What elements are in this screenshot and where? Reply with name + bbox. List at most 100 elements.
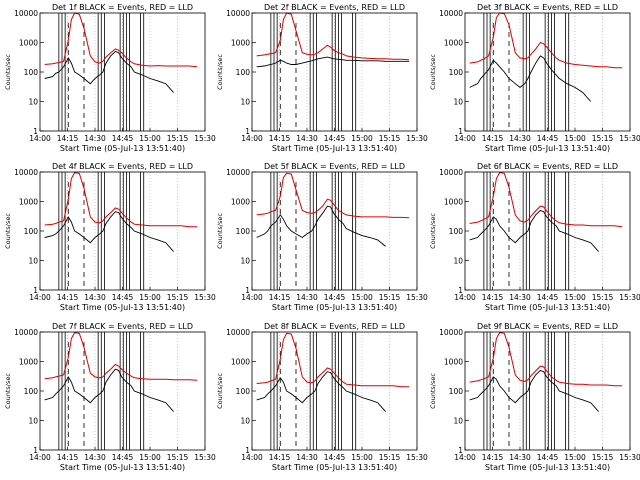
y-tick-label: 1: [458, 446, 463, 455]
plot-frame: [251, 12, 418, 132]
y-tick-label: 100: [236, 387, 251, 396]
y-tick-label: 1000: [231, 358, 250, 367]
series-events: [44, 50, 174, 93]
x-tick-label: 15:00: [139, 134, 161, 143]
y-tick-label: 100: [24, 387, 39, 396]
panel-8: 14:00 14:15 14:30 14:45 15:00 15:15 15:30 1 10 10…: [216, 322, 428, 472]
y-tick-label: 100: [236, 227, 251, 236]
panel-title: Det 3f BLACK = Events, RED = LLD: [477, 3, 618, 12]
x-tick-label: 14:15: [482, 293, 504, 302]
x-tick-label: 14:15: [57, 293, 79, 302]
panel-title: Det 5f BLACK = Events, RED = LLD: [264, 162, 405, 171]
y-axis-label: Counts/sec: [429, 373, 437, 409]
y-tick-label: 1: [245, 446, 250, 455]
series-events: [256, 371, 386, 412]
y-tick-label: 10: [453, 257, 463, 266]
y-axis-label: Counts/sec: [216, 54, 224, 90]
y-tick-label: 10: [240, 98, 250, 107]
y-tick-label: 10000: [439, 168, 463, 177]
x-tick-label: 14:45: [112, 134, 134, 143]
x-tick-label: 15:00: [564, 134, 586, 143]
x-tick-label: 14:00: [29, 134, 51, 143]
x-tick-label: 14:30: [84, 134, 106, 143]
panel-3: 14:00 14:15 14:30 14:45 15:00 15:15 15:30 1 10 10…: [429, 3, 640, 153]
panel-1: 14:00 14:15 14:30 14:45 15:00 15:15 15:30 1 10 10…: [4, 3, 216, 153]
x-tick-label: 15:15: [167, 293, 189, 302]
y-tick-label: 10: [28, 257, 38, 266]
y-tick-label: 1000: [444, 39, 463, 48]
x-tick-label: 14:15: [482, 453, 504, 462]
panel-9: 14:00 14:15 14:30 14:45 15:00 15:15 15:30 1 10 10…: [429, 322, 640, 472]
x-tick-label: 14:15: [57, 134, 79, 143]
y-tick-label: 10000: [14, 9, 38, 18]
x-tick-label: 14:30: [296, 453, 318, 462]
x-tick-label: 14:30: [509, 293, 531, 302]
y-tick-label: 100: [449, 387, 464, 396]
x-axis-label: Start Time (05-Jul-13 13:51:40): [272, 303, 397, 312]
x-axis-label: Start Time (05-Jul-13 13:51:40): [60, 303, 185, 312]
x-tick-label: 14:00: [454, 453, 476, 462]
plot-frame: [39, 331, 206, 451]
panel-4: 14:00 14:15 14:30 14:45 15:00 15:15 15:30 1 10 10…: [4, 162, 216, 312]
y-tick-label: 1000: [231, 198, 250, 207]
y-tick-label: 10: [28, 417, 38, 426]
x-tick-label: 14:30: [84, 293, 106, 302]
y-tick-label: 10: [240, 417, 250, 426]
x-tick-label: 14:00: [454, 293, 476, 302]
y-tick-label: 1: [458, 127, 463, 136]
x-tick-label: 15:15: [592, 293, 614, 302]
y-tick-label: 100: [236, 68, 251, 77]
y-tick-label: 1: [245, 286, 250, 295]
x-tick-label: 14:45: [112, 453, 134, 462]
panel-title: Det 7f BLACK = Events, RED = LLD: [52, 322, 193, 331]
y-tick-label: 1000: [19, 358, 38, 367]
series-lld: [256, 12, 410, 61]
series-events: [44, 211, 174, 252]
y-tick-label: 100: [24, 227, 39, 236]
panel-title: Det 6f BLACK = Events, RED = LLD: [477, 162, 618, 171]
x-tick-label: 15:30: [406, 293, 428, 302]
x-tick-label: 15:30: [619, 453, 640, 462]
x-tick-label: 14:15: [269, 134, 291, 143]
panel-7: 14:00 14:15 14:30 14:45 15:00 15:15 15:30 1 10 10…: [4, 322, 216, 472]
panel-2: 14:00 14:15 14:30 14:45 15:00 15:15 15:30 1 10 10…: [216, 3, 428, 153]
series-lld: [44, 172, 198, 228]
y-tick-label: 1000: [444, 198, 463, 207]
x-tick-label: 15:30: [619, 134, 640, 143]
x-tick-label: 14:15: [482, 134, 504, 143]
x-tick-label: 15:00: [564, 293, 586, 302]
x-tick-label: 14:45: [324, 293, 346, 302]
series-lld: [44, 12, 198, 68]
x-tick-label: 15:30: [194, 453, 216, 462]
plot-frame: [464, 12, 631, 132]
y-tick-label: 1000: [19, 39, 38, 48]
y-tick-label: 100: [449, 227, 464, 236]
x-tick-label: 14:00: [241, 453, 263, 462]
y-axis-label: Counts/sec: [216, 213, 224, 249]
x-tick-label: 14:45: [324, 134, 346, 143]
y-axis-label: Counts/sec: [4, 213, 12, 249]
x-tick-label: 15:30: [406, 453, 428, 462]
y-tick-label: 10000: [439, 9, 463, 18]
y-tick-label: 1: [245, 127, 250, 136]
x-tick-label: 14:45: [324, 453, 346, 462]
x-tick-label: 15:30: [194, 134, 216, 143]
panel-6: 14:00 14:15 14:30 14:45 15:00 15:15 15:30 1 10 10…: [429, 162, 640, 312]
x-tick-label: 15:30: [194, 293, 216, 302]
x-axis-label: Start Time (05-Jul-13 13:51:40): [485, 144, 610, 153]
plot-frame: [39, 12, 206, 132]
x-tick-label: 14:45: [537, 293, 559, 302]
series-events: [469, 369, 599, 412]
panel-title: Det 4f BLACK = Events, RED = LLD: [52, 162, 193, 171]
x-tick-label: 15:30: [619, 293, 640, 302]
series-events: [44, 368, 174, 412]
panel-5: 14:00 14:15 14:30 14:45 15:00 15:15 15:30 1 10 10…: [216, 162, 428, 312]
x-tick-label: 15:15: [167, 453, 189, 462]
y-axis-label: Counts/sec: [4, 54, 12, 90]
x-tick-label: 15:30: [406, 134, 428, 143]
y-axis-label: Counts/sec: [216, 373, 224, 409]
plot-frame: [464, 171, 631, 291]
y-tick-label: 1: [33, 127, 38, 136]
x-tick-label: 14:15: [57, 453, 79, 462]
